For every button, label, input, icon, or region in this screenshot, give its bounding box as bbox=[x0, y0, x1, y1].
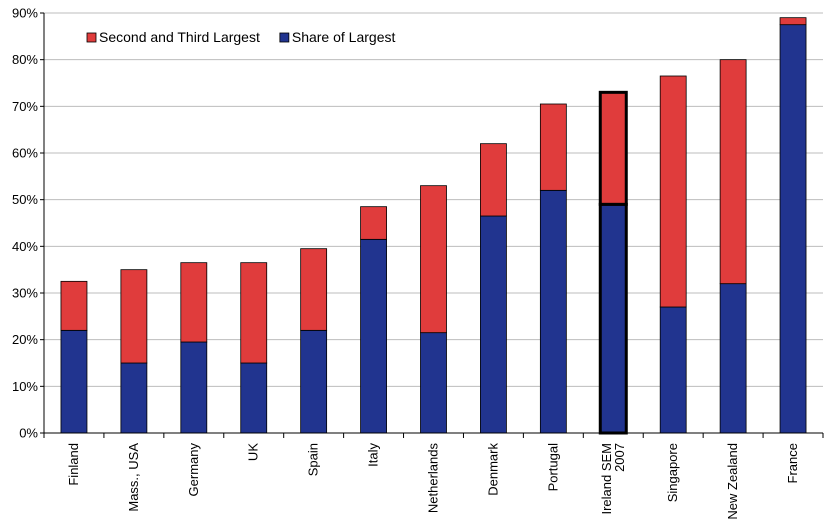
x-label-singapore: Singapore bbox=[665, 443, 680, 502]
x-label-line: Singapore bbox=[665, 443, 680, 502]
axes bbox=[40, 12, 824, 438]
bars bbox=[60, 17, 807, 435]
y-tick-label: 60% bbox=[12, 146, 38, 161]
bar-share-of-largest-spain bbox=[300, 329, 328, 434]
bar-share-of-largest-portugal bbox=[539, 189, 567, 434]
y-tick-label: 70% bbox=[12, 99, 38, 114]
bar-second-third-new-zealand bbox=[719, 59, 747, 285]
bar-second-third-netherlands bbox=[420, 185, 447, 334]
x-label-line: UK bbox=[246, 443, 261, 461]
x-label-line: Netherlands bbox=[426, 443, 441, 514]
bar-share-of-largest-italy bbox=[360, 238, 387, 434]
x-label-line: 2007 bbox=[612, 443, 627, 472]
bar-share-of-largest-netherlands bbox=[420, 332, 447, 434]
y-tick-label: 10% bbox=[12, 379, 38, 394]
x-label-line: Denmark bbox=[485, 443, 500, 496]
legend-label-share-of-largest: Share of Largest bbox=[292, 29, 396, 45]
x-label-line: Finland bbox=[66, 443, 81, 486]
bar-second-third-france bbox=[779, 17, 807, 26]
y-tick-labels: 0% 10% 20% 30% 40% 50% 60% 70% 80% 90% bbox=[12, 6, 38, 441]
bar-share-of-largest-uk bbox=[240, 362, 268, 434]
bar-second-third-singapore bbox=[659, 75, 687, 308]
x-label-line: Ireland SEM bbox=[599, 443, 614, 515]
bar-share-of-largest-denmark bbox=[480, 215, 507, 434]
legend-swatch-second-and-third-largest bbox=[86, 32, 97, 43]
y-tick-label: 0% bbox=[19, 426, 38, 441]
bar-share-of-largest-finland bbox=[60, 329, 88, 434]
y-tick-label: 30% bbox=[12, 286, 38, 301]
x-label-line: New Zealand bbox=[725, 443, 740, 520]
x-label-ireland-sem-2007: Ireland SEM2007 bbox=[599, 443, 627, 515]
bar-second-third-denmark bbox=[480, 143, 507, 217]
bar-share-of-largest-singapore bbox=[659, 306, 687, 434]
x-label-line: Spain bbox=[306, 443, 321, 476]
y-tick-label: 40% bbox=[12, 239, 38, 254]
y-tick-label: 20% bbox=[12, 332, 38, 347]
bar-second-third-mass-usa bbox=[120, 269, 148, 364]
bar-second-third-ireland-sem-2007 bbox=[598, 90, 628, 206]
x-label-mass-usa: Mass., USA bbox=[126, 443, 141, 512]
x-label-spain: Spain bbox=[306, 443, 321, 476]
bar-share-of-largest-france bbox=[779, 24, 807, 434]
y-tick-label: 90% bbox=[12, 6, 38, 21]
x-label-france: France bbox=[785, 443, 800, 483]
x-label-new-zealand: New Zealand bbox=[725, 443, 740, 520]
bar-second-third-spain bbox=[300, 248, 328, 331]
bar-share-of-largest-mass-usa bbox=[120, 362, 148, 434]
x-label-line: Germany bbox=[186, 443, 201, 497]
bar-share-of-largest-germany bbox=[180, 341, 208, 434]
x-label-denmark: Denmark bbox=[485, 443, 500, 496]
legend-swatch-share-of-largest bbox=[279, 32, 290, 43]
bar-share-of-largest-ireland-sem-2007 bbox=[598, 202, 628, 435]
x-label-line: Mass., USA bbox=[126, 443, 141, 512]
x-label-line: Portugal bbox=[545, 443, 560, 492]
x-label-netherlands: Netherlands bbox=[426, 443, 441, 514]
x-label-portugal: Portugal bbox=[545, 443, 560, 492]
y-tick-label: 80% bbox=[12, 52, 38, 67]
x-label-line: Italy bbox=[366, 443, 381, 467]
bar-second-third-portugal bbox=[539, 103, 567, 191]
legend-label-second-and-third-largest: Second and Third Largest bbox=[99, 29, 260, 45]
bar-second-third-italy bbox=[360, 206, 387, 240]
bar-second-third-finland bbox=[60, 280, 88, 331]
x-label-uk: UK bbox=[246, 443, 261, 461]
bar-second-third-germany bbox=[180, 262, 208, 343]
y-tick-label: 50% bbox=[12, 192, 38, 207]
legend: Second and Third Largest Share of Largest bbox=[86, 29, 396, 45]
x-label-finland: Finland bbox=[66, 443, 81, 486]
bar-share-of-largest-new-zealand bbox=[719, 283, 747, 434]
x-label-italy: Italy bbox=[366, 443, 381, 467]
x-category-labels: Finland Mass., USA Germany UK Spain Italy Neth… bbox=[66, 443, 800, 520]
x-label-germany: Germany bbox=[186, 443, 201, 497]
x-label-line: France bbox=[785, 443, 800, 483]
bar-second-third-uk bbox=[240, 262, 268, 364]
